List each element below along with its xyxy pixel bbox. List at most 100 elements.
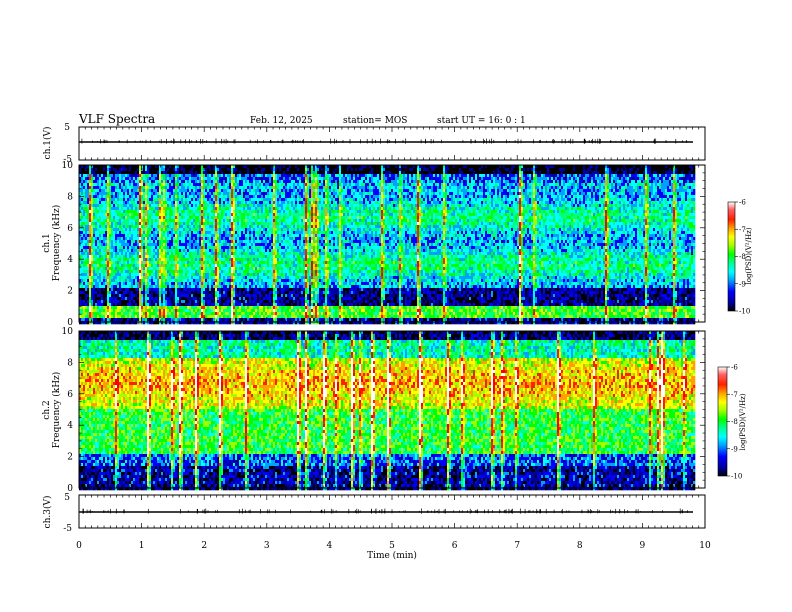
spectrogram-cell [149, 174, 151, 177]
spectrogram-cell [141, 210, 143, 213]
spectrogram-cell [173, 213, 175, 216]
spectrogram-cell [197, 210, 199, 213]
spectrogram-cell [133, 270, 135, 273]
spectrogram-cell [163, 249, 165, 252]
spectrogram-cell [173, 243, 175, 246]
spectrogram-cell [113, 216, 115, 219]
spectrogram-cell [135, 186, 137, 189]
spectrogram-cell [185, 222, 187, 225]
spectrogram-cell [151, 231, 153, 234]
spectrogram-cell [197, 303, 199, 306]
spectrogram-cell [119, 246, 121, 249]
spectrogram-cell [109, 195, 111, 198]
spectrogram-cell [159, 258, 161, 261]
spectrogram-cell [121, 309, 123, 312]
spectrogram-cell [113, 300, 115, 303]
spectrogram-cell [157, 180, 159, 183]
spectrogram-cell [129, 171, 131, 174]
spectrogram-cell [105, 246, 107, 249]
spectrogram-cell [101, 189, 103, 192]
spectrogram-cell [115, 243, 117, 246]
spectrogram-cell [107, 198, 109, 201]
spectrogram-cell [187, 210, 189, 213]
spectrogram-cell [135, 168, 137, 171]
spectrogram-cell [91, 183, 93, 186]
spectrogram-cell [141, 201, 143, 204]
spectrogram-cell [83, 315, 85, 318]
spectrogram-cell [125, 300, 127, 303]
spectrogram-cell [189, 222, 191, 225]
spectrogram-cell [177, 213, 179, 216]
spectrogram-cell [201, 177, 203, 180]
spectrogram-cell [89, 219, 91, 222]
spectrogram-cell [177, 243, 179, 246]
spectrogram-cell [175, 306, 177, 309]
spectrogram-cell [189, 279, 191, 282]
spectrogram-cell [109, 183, 111, 186]
spectrogram-cell [167, 219, 169, 222]
spectrogram-cell [157, 183, 159, 186]
spectrogram-cell [131, 243, 133, 246]
spectrogram-cell [145, 267, 147, 270]
spectrogram-cell [149, 318, 151, 321]
spectrogram-cell [135, 231, 137, 234]
spectrogram-cell [89, 279, 91, 282]
spectrogram-cell [95, 228, 97, 231]
spectrogram-cell [105, 297, 107, 300]
spectrogram-cell [131, 264, 133, 267]
spectrogram-cell [119, 321, 121, 324]
spectrogram-cell [151, 291, 153, 294]
spectrogram-cell [109, 252, 111, 255]
spectrogram-cell [191, 252, 193, 255]
spectrogram-cell [165, 309, 167, 312]
spectrogram-cell [177, 195, 179, 198]
spectrogram-cell [167, 315, 169, 318]
spectrogram-cell [119, 303, 121, 306]
spectrogram-cell [117, 282, 119, 285]
spectrogram-cell [185, 291, 187, 294]
spectrogram-cell [177, 216, 179, 219]
spectrogram-cell [133, 207, 135, 210]
spectrogram-cell [151, 171, 153, 174]
spectrogram-cell [89, 267, 91, 270]
spectrogram-cell [191, 246, 193, 249]
spectrogram-cell [141, 300, 143, 303]
spectrogram-cell [125, 186, 127, 189]
spectrogram-cell [185, 243, 187, 246]
spectrogram-cell [121, 312, 123, 315]
spectrogram-cell [151, 315, 153, 318]
spectrogram-cell [107, 276, 109, 279]
spectrogram-cell [89, 207, 91, 210]
spectrogram-cell [125, 321, 127, 324]
spectrogram-cell [133, 282, 135, 285]
spectrogram-cell [147, 279, 149, 282]
spectrogram-cell [125, 297, 127, 300]
spectrogram-cell [169, 210, 171, 213]
spectrogram-cell [149, 231, 151, 234]
spectrogram-cell [181, 312, 183, 315]
spectrogram-cell [129, 294, 131, 297]
spectrogram-cell [91, 243, 93, 246]
spectrogram-cell [145, 255, 147, 258]
spectrogram-cell [157, 321, 159, 324]
spectrogram-cell [125, 192, 127, 195]
spectrogram-cell [181, 321, 183, 324]
spectrogram-cell [123, 315, 125, 318]
spectrogram-cell [199, 297, 201, 300]
spectrogram-cell [87, 168, 89, 171]
spectrogram-cell [167, 321, 169, 324]
spectrogram-cell [177, 180, 179, 183]
spectrogram-cell [187, 186, 189, 189]
spectrogram-cell [151, 273, 153, 276]
spectrogram-cell [123, 300, 125, 303]
spectrogram-cell [167, 294, 169, 297]
spectrogram-cell [87, 270, 89, 273]
spectrogram-cell [95, 180, 97, 183]
spectrogram-cell [129, 291, 131, 294]
spectrogram-cell [205, 195, 207, 198]
spectrogram-cell [151, 303, 153, 306]
spectrogram-cell [159, 255, 161, 258]
spectrogram-cell [203, 243, 205, 246]
spectrogram-cell [197, 198, 199, 201]
spectrogram-cell [161, 225, 163, 228]
